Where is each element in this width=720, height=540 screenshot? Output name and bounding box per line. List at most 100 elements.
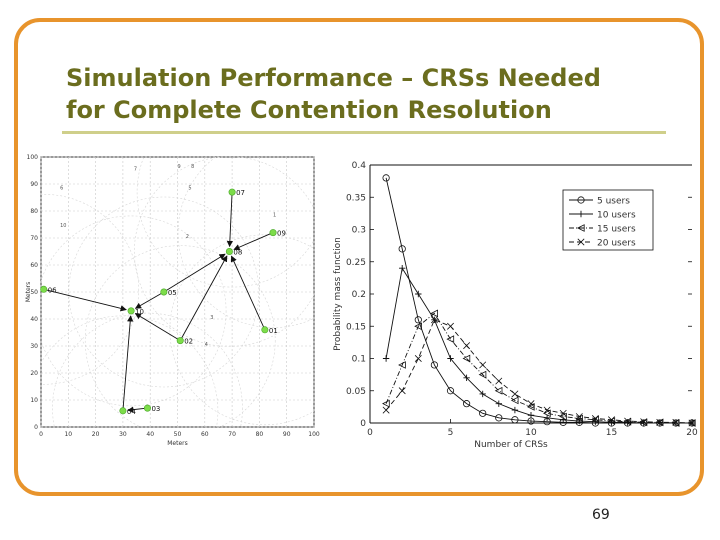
- pmf-legend-label-2: 15 users: [597, 225, 636, 235]
- pmf-y-tick-label: 0.35: [346, 193, 366, 203]
- slide-title: Simulation Performance – CRSs Needed for…: [66, 62, 666, 126]
- node-label-09: 09: [277, 230, 286, 238]
- coverage-circle: [41, 194, 140, 385]
- node-label-08: 08: [233, 249, 242, 257]
- pmf-point-s3-4: [447, 322, 454, 330]
- topology-y-tick-label: 80: [30, 208, 38, 215]
- topology-region-annotation: 6: [60, 185, 63, 191]
- node-label-01: 01: [269, 327, 278, 335]
- pmf-x-axis-label: Number of CRSs: [474, 440, 548, 450]
- pmf-y-tick-label: 0.3: [352, 226, 366, 236]
- pmf-point-s3-11: [559, 409, 567, 417]
- node-label-04: 04: [127, 408, 136, 416]
- node-label-05: 05: [168, 289, 177, 297]
- pmf-point-s3-17: [656, 418, 664, 426]
- pmf-point-s0-4: [446, 387, 455, 395]
- topology-link-07-08: [226, 192, 234, 248]
- topology-x-tick-label: 20: [92, 431, 100, 438]
- pmf-legend-label-1: 10 users: [597, 211, 636, 221]
- pmf-point-s2-17: [655, 418, 664, 427]
- pmf-point-s2-2: [414, 322, 422, 331]
- pmf-series-line-3: [385, 319, 693, 424]
- pmf-legend-label-3: 20 users: [597, 239, 636, 249]
- coverage-circle: [52, 312, 243, 427]
- pmf-point-s2-6: [478, 370, 487, 379]
- pmf-y-tick-label: 0.05: [346, 387, 366, 397]
- node-01: [261, 326, 269, 334]
- topology-y-tick-label: 40: [30, 316, 38, 323]
- pmf-point-s2-7: [494, 386, 503, 395]
- pmf-point-s3-1: [398, 387, 406, 395]
- coverage-circle: [177, 157, 314, 328]
- topology-x-tick-label: 50: [174, 431, 182, 438]
- pmf-point-s1-5: [463, 374, 470, 382]
- pmf-point-s1-1: [399, 265, 406, 272]
- topology-x-tick-label: 10: [64, 431, 72, 438]
- pmf-legend-marker-2: [576, 224, 585, 232]
- coverage-circle: [134, 157, 314, 347]
- topology-y-tick-label: 50: [30, 289, 38, 296]
- node-label-03: 03: [151, 405, 160, 413]
- topology-region-annotation: 1: [273, 212, 276, 218]
- pmf-point-s3-15: [624, 417, 632, 425]
- topology-link-06-10: [43, 288, 127, 312]
- pmf-point-s0-2: [414, 316, 422, 324]
- pmf-point-s3-3: [430, 316, 438, 324]
- topology-link-09-08: [233, 232, 274, 251]
- title-line-1: Simulation Performance – CRSs Needed: [66, 64, 601, 92]
- node-label-07: 07: [236, 189, 245, 197]
- pmf-point-s2-8: [510, 396, 519, 405]
- pmf-legend-marker-1: [577, 210, 585, 218]
- pmf-point-s2-4: [446, 335, 455, 343]
- page-number: 69: [592, 507, 610, 523]
- title-line-2: for Complete Contention Resolution: [66, 96, 552, 124]
- coverage-circle: [41, 215, 227, 407]
- pmf-x-tick-label: 5: [448, 428, 454, 438]
- pmf-point-s2-5: [462, 354, 471, 363]
- pmf-point-s0-3: [430, 361, 438, 369]
- pmf-point-s1-4: [447, 355, 454, 362]
- topology-x-tick-label: 90: [283, 431, 291, 438]
- pmf-point-s3-13: [591, 415, 599, 422]
- pmf-point-s1-0: [382, 355, 390, 362]
- coverage-circle: [68, 196, 260, 388]
- title-underline: [62, 131, 666, 134]
- pmf-point-s0-7: [495, 414, 503, 422]
- pmf-y-tick-label: 0.2: [352, 290, 366, 300]
- node-label-02: 02: [184, 338, 193, 346]
- node-04: [119, 407, 127, 415]
- topology-x-tick-label: 0: [39, 431, 43, 438]
- pmf-point-s2-1: [398, 361, 406, 369]
- pmf-point-s1-10: [543, 414, 551, 422]
- coverage-circle: [41, 315, 219, 427]
- pmf-point-s2-9: [526, 403, 535, 411]
- topology-link-02-08: [179, 255, 228, 341]
- pmf-point-s2-18: [671, 419, 680, 427]
- pmf-x-tick-label: 10: [525, 428, 537, 438]
- topology-link-05-10: [134, 291, 165, 309]
- pmf-point-s2-3: [430, 309, 438, 318]
- coverage-circle: [169, 234, 314, 426]
- topology-region-annotation: 8: [191, 164, 194, 170]
- pmf-y-tick-label: 0.15: [346, 322, 366, 332]
- topology-x-tick-label: 30: [119, 431, 127, 438]
- coverage-circle: [84, 245, 276, 427]
- pmf-y-tick-label: 0.1: [352, 355, 366, 365]
- pmf-point-s2-16: [639, 418, 648, 427]
- pmf-point-s3-2: [414, 355, 422, 362]
- pmf-point-s0-5: [462, 400, 471, 408]
- pmf-y-tick-label: 0.25: [346, 258, 366, 268]
- pmf-y-tick-label: 0: [360, 419, 366, 429]
- pmf-point-s1-8: [511, 406, 519, 414]
- topology-region-annotation: 7: [134, 167, 137, 173]
- pmf-point-s3-5: [463, 342, 471, 350]
- pmf-legend-marker-0: [577, 196, 585, 204]
- slide-frame: [14, 18, 704, 496]
- node-label-06: 06: [48, 286, 57, 294]
- topology-y-tick-label: 10: [30, 397, 38, 404]
- coverage-circles: [41, 157, 314, 427]
- node-07: [228, 188, 236, 196]
- pmf-point-s1-7: [495, 400, 502, 407]
- node-03: [143, 404, 151, 412]
